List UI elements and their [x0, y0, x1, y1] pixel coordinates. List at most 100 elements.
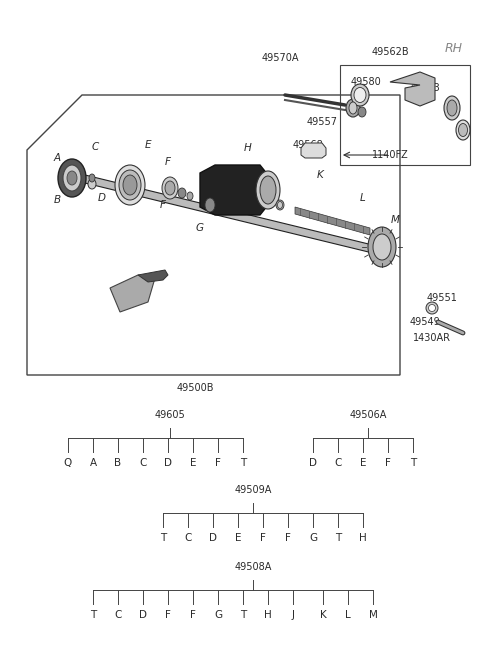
Text: A: A: [53, 153, 60, 163]
Text: L: L: [360, 193, 366, 203]
Text: D: D: [209, 533, 217, 543]
Ellipse shape: [205, 198, 215, 212]
Text: F: F: [285, 533, 291, 543]
Ellipse shape: [368, 227, 396, 267]
Bar: [340, 65, 470, 165]
Ellipse shape: [260, 176, 276, 204]
Ellipse shape: [162, 177, 178, 199]
Text: D: D: [164, 458, 172, 468]
Ellipse shape: [373, 234, 391, 260]
Text: T: T: [90, 610, 96, 620]
Text: T: T: [240, 458, 246, 468]
Text: G: G: [196, 223, 204, 233]
Text: 49562B: 49562B: [371, 47, 409, 57]
Text: K: K: [320, 610, 326, 620]
Text: C: C: [114, 610, 122, 620]
Ellipse shape: [346, 99, 360, 117]
Text: 49568: 49568: [293, 140, 324, 150]
Text: 49509A: 49509A: [234, 485, 272, 495]
Text: K: K: [317, 170, 324, 180]
Ellipse shape: [456, 120, 470, 140]
Ellipse shape: [187, 192, 193, 200]
Text: A: A: [89, 458, 96, 468]
Text: H: H: [359, 533, 367, 543]
Text: 49563: 49563: [409, 83, 440, 93]
Text: M: M: [369, 610, 377, 620]
Text: 1430AR: 1430AR: [413, 333, 451, 343]
Text: T: T: [335, 533, 341, 543]
Text: T: T: [410, 458, 416, 468]
Text: C: C: [334, 458, 342, 468]
Text: M: M: [391, 215, 399, 225]
Ellipse shape: [444, 96, 460, 120]
Polygon shape: [301, 143, 326, 158]
Text: T: T: [160, 533, 166, 543]
Text: 49570A: 49570A: [261, 53, 299, 63]
Ellipse shape: [349, 102, 357, 114]
Text: E: E: [360, 458, 366, 468]
Polygon shape: [85, 175, 385, 256]
Text: B: B: [114, 458, 121, 468]
Ellipse shape: [178, 188, 186, 198]
Text: F: F: [190, 610, 196, 620]
Text: 49605: 49605: [155, 410, 185, 420]
Ellipse shape: [67, 171, 77, 185]
Text: H: H: [244, 143, 252, 153]
Ellipse shape: [426, 302, 438, 314]
Text: C: C: [139, 458, 147, 468]
Text: 49506A: 49506A: [349, 410, 387, 420]
Ellipse shape: [115, 165, 145, 205]
Text: H: H: [264, 610, 272, 620]
Text: E: E: [145, 140, 151, 150]
Ellipse shape: [429, 305, 435, 312]
Text: D: D: [309, 458, 317, 468]
Text: C: C: [184, 533, 192, 543]
Text: E: E: [190, 458, 196, 468]
Text: 49549: 49549: [409, 317, 440, 327]
Ellipse shape: [123, 175, 137, 195]
Text: T: T: [240, 610, 246, 620]
Text: F: F: [260, 533, 266, 543]
Text: F: F: [385, 458, 391, 468]
Ellipse shape: [256, 171, 280, 209]
Text: G: G: [309, 533, 317, 543]
Text: B: B: [53, 195, 60, 205]
Text: 49580: 49580: [350, 77, 382, 87]
Text: F: F: [215, 458, 221, 468]
Ellipse shape: [351, 84, 369, 106]
Text: E: E: [235, 533, 241, 543]
Ellipse shape: [277, 202, 283, 208]
Text: F: F: [160, 200, 166, 210]
Text: 49551: 49551: [427, 293, 457, 303]
Ellipse shape: [58, 159, 86, 197]
Text: F: F: [165, 157, 171, 167]
Polygon shape: [138, 270, 168, 282]
Ellipse shape: [458, 124, 468, 136]
Ellipse shape: [88, 179, 96, 189]
Text: Q: Q: [64, 458, 72, 468]
Ellipse shape: [89, 174, 95, 182]
Text: D: D: [98, 193, 106, 203]
Text: 49557: 49557: [307, 117, 337, 127]
Text: G: G: [214, 610, 222, 620]
Text: 49508A: 49508A: [234, 562, 272, 572]
Polygon shape: [200, 165, 268, 215]
Text: T: T: [137, 295, 143, 305]
Ellipse shape: [447, 100, 457, 116]
Text: C: C: [91, 142, 98, 152]
Text: 49500B: 49500B: [176, 383, 214, 393]
Ellipse shape: [276, 200, 284, 210]
Ellipse shape: [63, 165, 81, 191]
Text: D: D: [139, 610, 147, 620]
Polygon shape: [110, 275, 155, 312]
Ellipse shape: [165, 181, 175, 195]
Polygon shape: [390, 72, 435, 106]
Ellipse shape: [354, 88, 366, 102]
Text: RH: RH: [445, 42, 463, 55]
Text: F: F: [165, 610, 171, 620]
Ellipse shape: [358, 107, 366, 117]
Text: 1140FZ: 1140FZ: [372, 150, 408, 160]
Text: J: J: [291, 610, 295, 620]
Ellipse shape: [119, 170, 141, 200]
Text: J: J: [252, 203, 254, 213]
